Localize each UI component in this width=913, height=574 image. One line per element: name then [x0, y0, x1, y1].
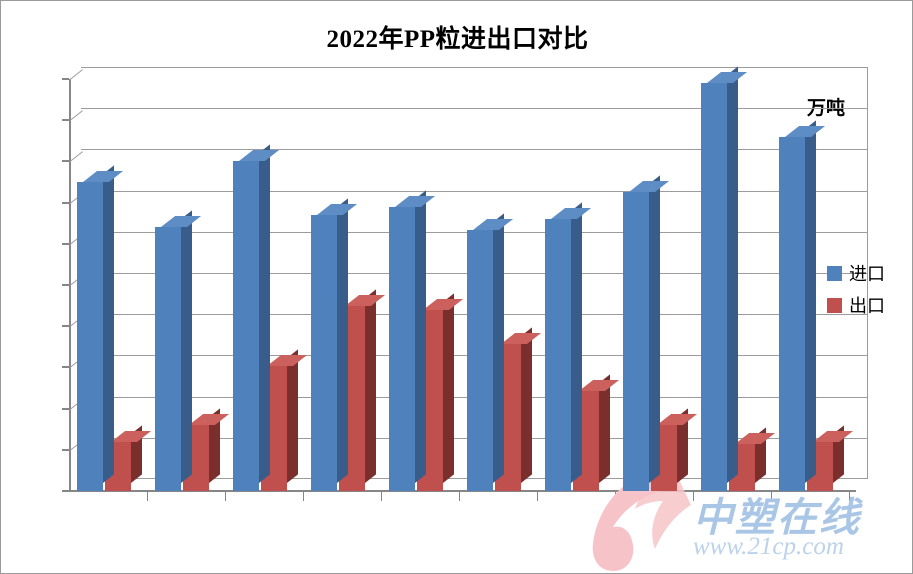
bar-face — [155, 227, 181, 491]
gridline — [81, 149, 868, 151]
bar-top — [473, 218, 514, 230]
y-axis-tick-mark — [62, 78, 69, 80]
bar-top — [423, 298, 464, 310]
bar-top — [161, 216, 202, 228]
depth-connector — [69, 110, 83, 122]
bar-top — [111, 430, 152, 442]
bar-face — [311, 214, 337, 491]
bar-import-2 — [155, 210, 202, 491]
bar-top — [267, 354, 308, 366]
bar-top — [395, 195, 436, 207]
bar-import-8 — [623, 175, 670, 491]
x-axis-tick-mark — [537, 492, 538, 501]
bar-side — [571, 202, 582, 483]
bar-side — [727, 66, 738, 484]
x-axis-line — [69, 490, 856, 492]
x-axis-tick-mark — [615, 492, 616, 501]
bar-face — [779, 136, 805, 491]
legend-item-import[interactable]: 进口 — [827, 257, 907, 289]
bar-top — [189, 414, 230, 426]
y-axis-tick-mark — [62, 284, 69, 286]
bar-side — [259, 144, 270, 483]
bar-import-7 — [545, 202, 592, 491]
y-axis-tick-mark — [62, 119, 69, 122]
legend-label: 进口 — [849, 264, 885, 284]
bar-side — [181, 210, 192, 483]
depth-connector — [69, 151, 83, 163]
x-axis-tick-mark — [849, 492, 850, 501]
y-axis-tick-mark — [62, 407, 69, 410]
bar-top — [317, 203, 358, 215]
watermark-url: www.21cp.com — [693, 533, 844, 560]
y-axis-tick-mark — [62, 201, 69, 204]
bar-import-6 — [467, 213, 514, 491]
bar-side — [287, 349, 298, 483]
bar-top — [707, 72, 748, 84]
bar-top — [813, 430, 854, 442]
bar-side — [649, 175, 660, 483]
page-title: 2022年PP粒进出口对比 — [326, 26, 589, 53]
bar-top — [345, 294, 386, 306]
bar-side — [493, 213, 504, 483]
x-axis-tick-mark — [693, 492, 694, 501]
x-axis-tick-mark — [771, 492, 772, 501]
legend-label: 出口 — [849, 296, 885, 316]
x-axis-tick-mark — [381, 492, 382, 501]
bar-side — [365, 289, 376, 483]
bar-top — [579, 380, 620, 392]
x-axis-tick-mark — [303, 492, 304, 501]
gridline — [81, 67, 868, 68]
x-axis-tick-mark — [225, 492, 226, 501]
bar-side — [103, 165, 114, 483]
bar-import-4 — [311, 198, 358, 491]
x-axis-tick-mark — [459, 492, 460, 501]
bar-face — [545, 219, 571, 491]
x-axis-tick-mark — [147, 492, 148, 501]
legend-swatch-icon — [827, 265, 842, 281]
bar-face — [467, 229, 493, 491]
bar-side — [805, 120, 816, 484]
bar-import-5 — [389, 190, 436, 491]
legend: 进口 出口 — [827, 257, 907, 321]
bar-face — [77, 182, 103, 491]
y-axis-tick-mark — [62, 242, 69, 245]
bar-face — [389, 206, 415, 491]
bar-face — [623, 191, 649, 491]
bar-face — [233, 161, 259, 491]
y-axis-tick-mark — [62, 160, 69, 163]
bar-side — [337, 198, 348, 483]
watermark-brand: 中塑在线 — [693, 495, 861, 540]
y-axis-tick-mark — [62, 366, 69, 369]
bar-import-10 — [779, 120, 826, 491]
bar-import-9 — [701, 66, 748, 491]
y-axis-tick-mark — [62, 325, 69, 328]
bar-top — [657, 414, 698, 426]
y-axis-tick-mark — [62, 448, 69, 451]
bar-face — [701, 83, 727, 491]
bar-side — [415, 190, 426, 483]
plot-area: 05101520253035404550 1月2月3月4月5月6月7月8月9月1… — [62, 66, 868, 501]
bar-top — [785, 125, 826, 137]
legend-swatch-icon — [827, 297, 842, 313]
bar-side — [443, 293, 454, 483]
depth-connector — [69, 69, 83, 80]
bar-top — [83, 171, 124, 182]
bar-side — [521, 327, 532, 483]
bar-import-1 — [77, 165, 124, 491]
bar-top — [239, 150, 280, 162]
y-axis-tick-mark — [62, 490, 69, 492]
bar-import-3 — [233, 144, 280, 491]
bar-top — [501, 333, 542, 345]
bar-top — [551, 208, 592, 220]
gridline — [81, 190, 868, 192]
gridline — [81, 108, 868, 110]
legend-item-export[interactable]: 出口 — [827, 289, 907, 321]
